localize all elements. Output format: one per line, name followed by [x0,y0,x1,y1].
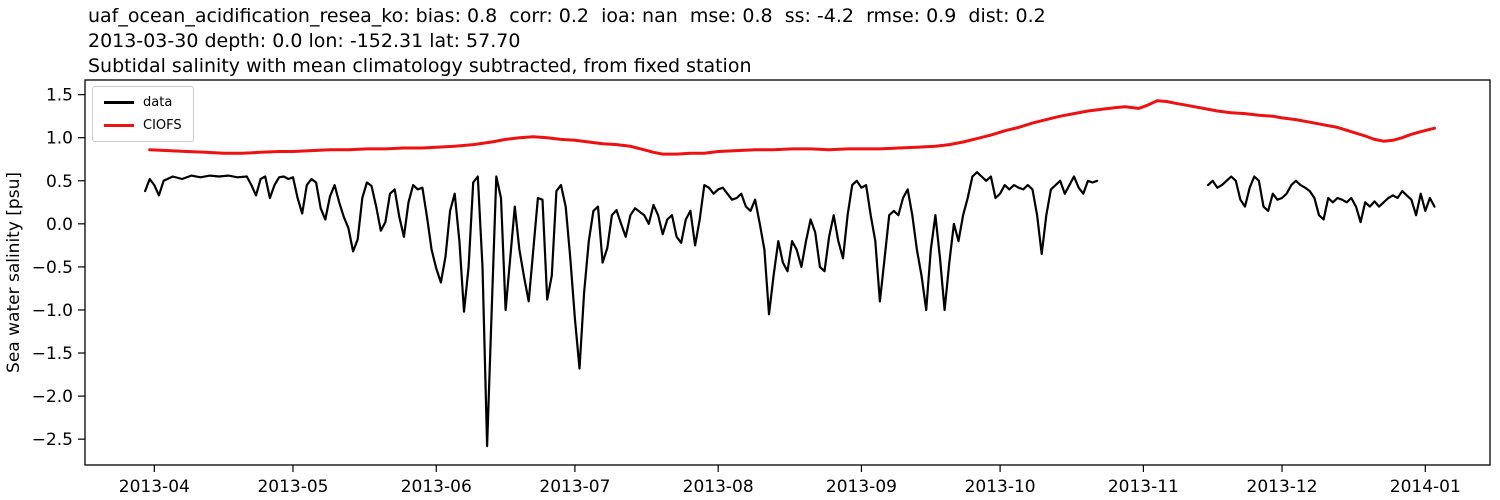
svg-text:0.0: 0.0 [46,215,73,235]
svg-text:2013-04: 2013-04 [119,477,190,497]
legend-label-ciofs: CIOFS [143,118,182,133]
svg-text:2013-08: 2013-08 [683,477,754,497]
svg-text:2014-01: 2014-01 [1390,477,1461,497]
chart-titles: uaf_ocean_acidification_resea_ko: bias: … [88,4,1046,79]
svg-text:0.5: 0.5 [46,172,73,192]
svg-text:−1.5: −1.5 [32,344,73,364]
legend-line-swatch-data [104,101,134,104]
svg-text:2013-06: 2013-06 [401,477,472,497]
svg-text:2013-07: 2013-07 [539,477,610,497]
legend-item-data: data [104,95,182,110]
svg-text:2013-10: 2013-10 [965,477,1036,497]
legend-label-data: data [143,95,173,110]
title-station-line: 2013-03-30 depth: 0.0 lon: -152.31 lat: … [88,30,521,52]
title-stats-line: uaf_ocean_acidification_resea_ko: bias: … [88,5,1046,27]
legend-item-ciofs: CIOFS [104,118,182,133]
svg-text:2013-11: 2013-11 [1108,477,1179,497]
svg-text:−2.5: −2.5 [32,430,73,450]
svg-text:2013-05: 2013-05 [257,477,328,497]
title-description-line: Subtidal salinity with mean climatology … [88,55,752,77]
svg-text:−2.0: −2.0 [32,387,73,407]
legend: data CIOFS [92,86,194,142]
svg-text:2013-09: 2013-09 [826,477,897,497]
svg-text:−1.0: −1.0 [32,301,73,321]
legend-line-swatch-ciofs [104,124,134,127]
svg-text:1.0: 1.0 [46,129,73,149]
svg-text:2013-12: 2013-12 [1247,477,1318,497]
svg-text:−0.5: −0.5 [32,258,73,278]
svg-text:1.5: 1.5 [46,86,73,106]
